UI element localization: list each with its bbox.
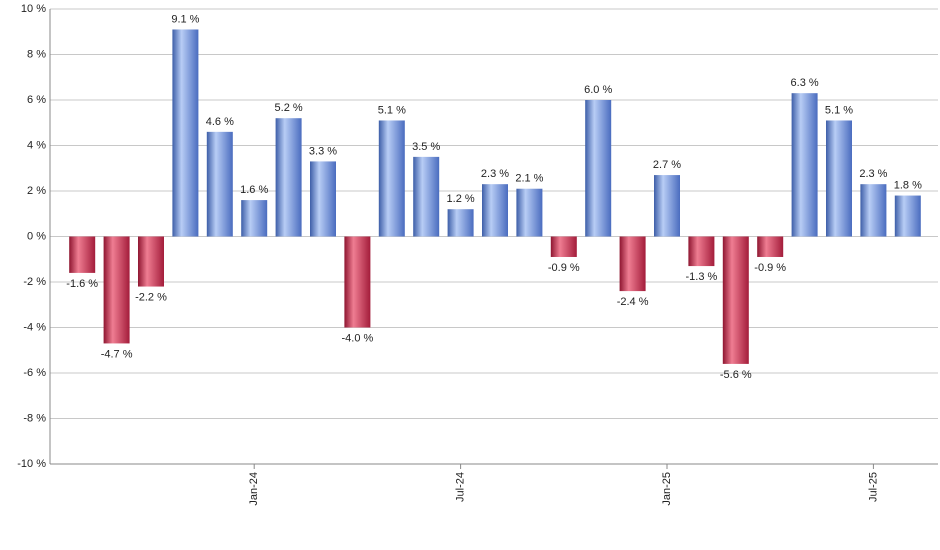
bar	[413, 156, 440, 237]
y-tick-label: 8 %	[27, 48, 46, 60]
data-label: -1.6 %	[66, 278, 98, 290]
data-label: -2.2 %	[135, 291, 167, 303]
bar	[791, 93, 818, 237]
bar	[103, 236, 130, 344]
y-tick-label: 2 %	[27, 185, 46, 197]
data-label: 5.1 %	[825, 104, 853, 116]
bar	[275, 118, 302, 237]
data-label: -4.7 %	[101, 348, 133, 360]
data-label: 2.3 %	[859, 168, 887, 180]
y-tick-label: 4 %	[27, 139, 46, 151]
bar	[310, 161, 336, 237]
bar	[688, 236, 715, 267]
data-label: -2.4 %	[617, 296, 649, 308]
bar	[378, 120, 405, 237]
bar	[516, 188, 543, 237]
bar	[206, 131, 233, 237]
bar	[447, 209, 474, 237]
bar	[654, 175, 680, 237]
x-tick-label: Jan-24	[248, 472, 260, 506]
data-label: 9.1 %	[171, 13, 199, 25]
data-label: 1.2 %	[447, 193, 475, 205]
data-label: 3.5 %	[412, 141, 440, 153]
data-label: -0.9 %	[548, 262, 580, 274]
bar	[69, 236, 96, 273]
data-label: 4.6 %	[206, 116, 234, 128]
x-tick-label: Jul-24	[455, 472, 467, 502]
data-label: -0.9 %	[754, 262, 786, 274]
data-label: 5.2 %	[275, 102, 303, 114]
data-label: 2.3 %	[481, 168, 509, 180]
y-tick-label: -10 %	[17, 458, 46, 470]
data-label: 5.1 %	[378, 104, 406, 116]
bar	[619, 236, 646, 292]
bar	[241, 200, 268, 237]
y-tick-label: -4 %	[23, 321, 46, 333]
y-tick-label: -2 %	[23, 276, 46, 288]
y-tick-label: 6 %	[27, 94, 46, 106]
y-tick-label: -8 %	[23, 412, 46, 424]
bar	[172, 29, 199, 237]
data-label: 6.0 %	[584, 84, 612, 96]
data-label: 2.1 %	[515, 173, 543, 185]
data-label: -5.6 %	[720, 369, 752, 381]
bar	[344, 236, 371, 328]
data-label: -1.3 %	[686, 271, 718, 283]
y-tick-label: 10 %	[21, 3, 46, 15]
y-tick-label: 0 %	[27, 230, 46, 242]
bar	[722, 236, 749, 364]
bar	[860, 184, 887, 237]
data-label: 3.3 %	[309, 145, 337, 157]
bar	[894, 195, 921, 237]
y-tick-label: -6 %	[23, 367, 46, 379]
bar	[757, 236, 784, 257]
bar	[585, 100, 612, 237]
data-label: 6.3 %	[791, 77, 819, 89]
data-label: 1.6 %	[240, 184, 268, 196]
bar	[138, 236, 164, 287]
x-tick-label: Jul-25	[867, 472, 879, 502]
data-label: -4.0 %	[342, 332, 374, 344]
x-tick-label: Jan-25	[661, 472, 673, 506]
bar	[826, 120, 852, 237]
data-label: 2.7 %	[653, 159, 681, 171]
bar	[482, 184, 508, 237]
data-label: 1.8 %	[894, 179, 922, 191]
bar	[550, 236, 577, 257]
